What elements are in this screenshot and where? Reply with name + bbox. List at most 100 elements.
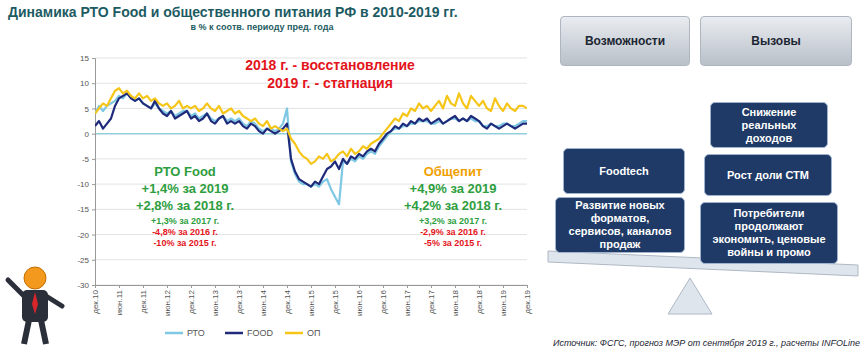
legend-swatch xyxy=(225,332,243,335)
y-tick: 10 xyxy=(80,79,95,88)
challenge-box: Потребители продолжают экономить, ценовы… xyxy=(700,202,838,264)
balance-fulcrum xyxy=(668,278,712,314)
x-tick-label: дек.17 xyxy=(427,289,436,313)
x-tick: дек.10 xyxy=(91,285,100,314)
x-tick-label: июн.11 xyxy=(115,289,124,315)
y-tick-mark xyxy=(92,260,95,261)
y-tick-label: 5 xyxy=(85,105,90,114)
x-tick: июн.17 xyxy=(403,285,412,316)
x-tick-mark xyxy=(191,285,192,288)
x-tick: июн.14 xyxy=(259,285,268,316)
y-tick-label: 10 xyxy=(80,79,89,88)
x-tick: июн.16 xyxy=(355,285,364,316)
y-tick-label: -10 xyxy=(77,180,89,189)
x-tick-label: дек.13 xyxy=(235,289,244,313)
annotation: -10% за 2015 г. xyxy=(153,238,216,248)
legend-swatch xyxy=(165,332,183,335)
legend-label: FOOD xyxy=(247,328,273,338)
legend-label: РТО xyxy=(187,328,205,338)
y-tick: 5 xyxy=(85,105,95,114)
x-tick-label: дек.19 xyxy=(523,289,532,313)
x-tick-mark xyxy=(311,285,312,288)
x-tick-mark xyxy=(335,285,336,288)
x-tick-mark xyxy=(287,285,288,288)
x-tick-label: июн.18 xyxy=(451,289,460,316)
annotation: 2018 г. - восстановление xyxy=(245,57,415,73)
y-tick: -5 xyxy=(82,155,95,164)
annotation: +1,4% за 2019 xyxy=(142,181,229,196)
series-group xyxy=(95,88,527,204)
x-tick-label: июн.17 xyxy=(403,289,412,316)
grid-line xyxy=(95,133,527,135)
series-line xyxy=(95,93,527,204)
annotations: 2018 г. - восстановление 2019 г. - стагна… xyxy=(136,57,502,248)
x-tick: дек.12 xyxy=(187,285,196,314)
x-tick-mark xyxy=(119,285,120,288)
x-tick: июн.15 xyxy=(307,285,316,316)
clipart-figure xyxy=(8,267,62,344)
grid xyxy=(95,58,527,285)
y-tick-mark xyxy=(92,83,95,84)
series-line xyxy=(95,88,527,164)
annotation: -4,8% за 2016 г. xyxy=(152,227,218,237)
opportunity-box: Развитие новых форматов, сервисов, канал… xyxy=(555,197,685,253)
y-tick-label: -25 xyxy=(77,256,89,265)
figure-tie xyxy=(32,292,38,314)
x-tick-label: дек.15 xyxy=(331,289,340,313)
grid-line xyxy=(95,259,527,260)
legend-item: ОП xyxy=(285,328,320,338)
y-tick: 15 xyxy=(80,54,95,63)
challenge-box: Рост доли СТМ xyxy=(704,154,832,196)
chart-subtitle: в % к соотв. периоду пред. года xyxy=(191,22,335,32)
figure-leg xyxy=(24,320,29,344)
x-tick-label: дек.18 xyxy=(475,289,484,313)
x-tick: дек.16 xyxy=(379,285,388,314)
x-tick-mark xyxy=(263,285,264,288)
y-tick: -30 xyxy=(77,281,95,290)
x-tick: дек.15 xyxy=(331,285,340,314)
x-tick-mark xyxy=(239,285,240,288)
x-tick-mark xyxy=(95,285,96,288)
annotation: -2,9% за 2016 г. xyxy=(420,227,486,237)
y-tick-mark xyxy=(92,285,95,286)
y-tick-label: 15 xyxy=(80,54,89,63)
x-tick: дек.18 xyxy=(475,285,484,314)
y-tick-mark xyxy=(92,235,95,236)
x-tick: июн.19 xyxy=(499,285,508,316)
x-tick-mark xyxy=(215,285,216,288)
y-tick-mark xyxy=(92,134,95,135)
x-tick-mark xyxy=(167,285,168,288)
annotation: +2,8% за 2018 г. xyxy=(136,198,234,213)
x-tick: июн.12 xyxy=(163,285,172,316)
x-tick: дек.14 xyxy=(283,285,292,314)
annotation: РТО Food xyxy=(154,164,216,179)
x-tick-mark xyxy=(383,285,384,288)
y-tick: -20 xyxy=(77,231,95,240)
opportunity-box: Foodtech xyxy=(563,148,685,194)
x-tick: июн.11 xyxy=(115,285,124,315)
x-tick: дек.19 xyxy=(523,285,532,314)
y-tick-mark xyxy=(92,159,95,160)
x-tick: дек.17 xyxy=(427,285,436,314)
annotation: +4,2% за 2018 г. xyxy=(404,198,502,213)
source-note: Источник: ФСГС, прогноз МЭР от сентября … xyxy=(553,338,860,348)
x-axis-line xyxy=(96,286,528,289)
diagram-header: Возможности xyxy=(560,16,690,66)
annotation: 2019 г. - стагнация xyxy=(267,75,393,91)
x-tick-mark xyxy=(143,285,144,288)
figure-arm xyxy=(46,296,62,306)
x-tick-mark xyxy=(479,285,480,288)
annotation: -5% за 2015 г. xyxy=(424,238,482,248)
legend-item: РТО xyxy=(165,328,205,338)
x-tick-mark xyxy=(455,285,456,288)
x-axis: дек.10июн.11дек.11июн.12дек.12июн.13дек.… xyxy=(91,285,532,316)
x-tick-mark xyxy=(431,285,432,288)
legend-item: FOOD xyxy=(225,328,273,338)
y-axis-line xyxy=(92,59,96,286)
y-tick-mark xyxy=(92,184,95,185)
y-tick-label: -20 xyxy=(77,231,89,240)
x-tick: дек.13 xyxy=(235,285,244,314)
figure-head xyxy=(24,267,46,289)
y-tick: -15 xyxy=(77,205,95,214)
x-tick: июн.18 xyxy=(451,285,460,316)
